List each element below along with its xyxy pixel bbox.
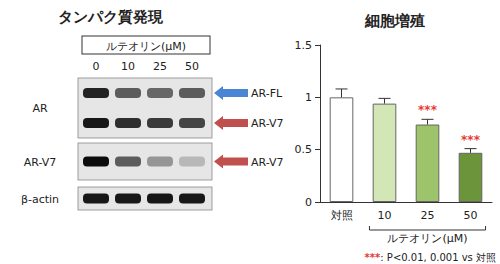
svg-text:β-actin: β-actin bbox=[21, 193, 59, 206]
svg-text:細胞増殖: 細胞増殖 bbox=[364, 12, 425, 30]
svg-text:25: 25 bbox=[153, 60, 167, 73]
svg-text:10: 10 bbox=[378, 209, 392, 222]
svg-text:0.5: 0.5 bbox=[295, 143, 313, 156]
svg-text:0: 0 bbox=[93, 60, 100, 73]
svg-text:***: *** bbox=[365, 252, 381, 263]
svg-text:AR-V7: AR-V7 bbox=[251, 156, 284, 169]
svg-text:ルテオリン(μM): ルテオリン(μM) bbox=[106, 40, 186, 53]
svg-text:0: 0 bbox=[305, 196, 312, 209]
svg-text:対照: 対照 bbox=[331, 209, 353, 222]
svg-text:AR-V7: AR-V7 bbox=[251, 117, 284, 130]
svg-text:50: 50 bbox=[464, 209, 478, 222]
svg-text:1.5: 1.5 bbox=[295, 39, 313, 52]
svg-text:タンパク質発現: タンパク質発現 bbox=[58, 8, 164, 26]
svg-text:50: 50 bbox=[185, 60, 199, 73]
svg-text:***: *** bbox=[461, 133, 481, 147]
svg-text:1: 1 bbox=[305, 91, 312, 104]
svg-text:25: 25 bbox=[421, 209, 435, 222]
svg-text:ルテオリン(μM): ルテオリン(μM) bbox=[387, 232, 467, 245]
svg-text:10: 10 bbox=[121, 60, 135, 73]
svg-text:AR-FL: AR-FL bbox=[251, 87, 283, 100]
svg-text:AR-V7: AR-V7 bbox=[24, 156, 57, 169]
svg-text:: P<0.01, 0.001 vs 対照: : P<0.01, 0.001 vs 対照 bbox=[380, 252, 496, 263]
svg-text:AR: AR bbox=[32, 102, 48, 115]
svg-text:***: *** bbox=[418, 103, 438, 117]
